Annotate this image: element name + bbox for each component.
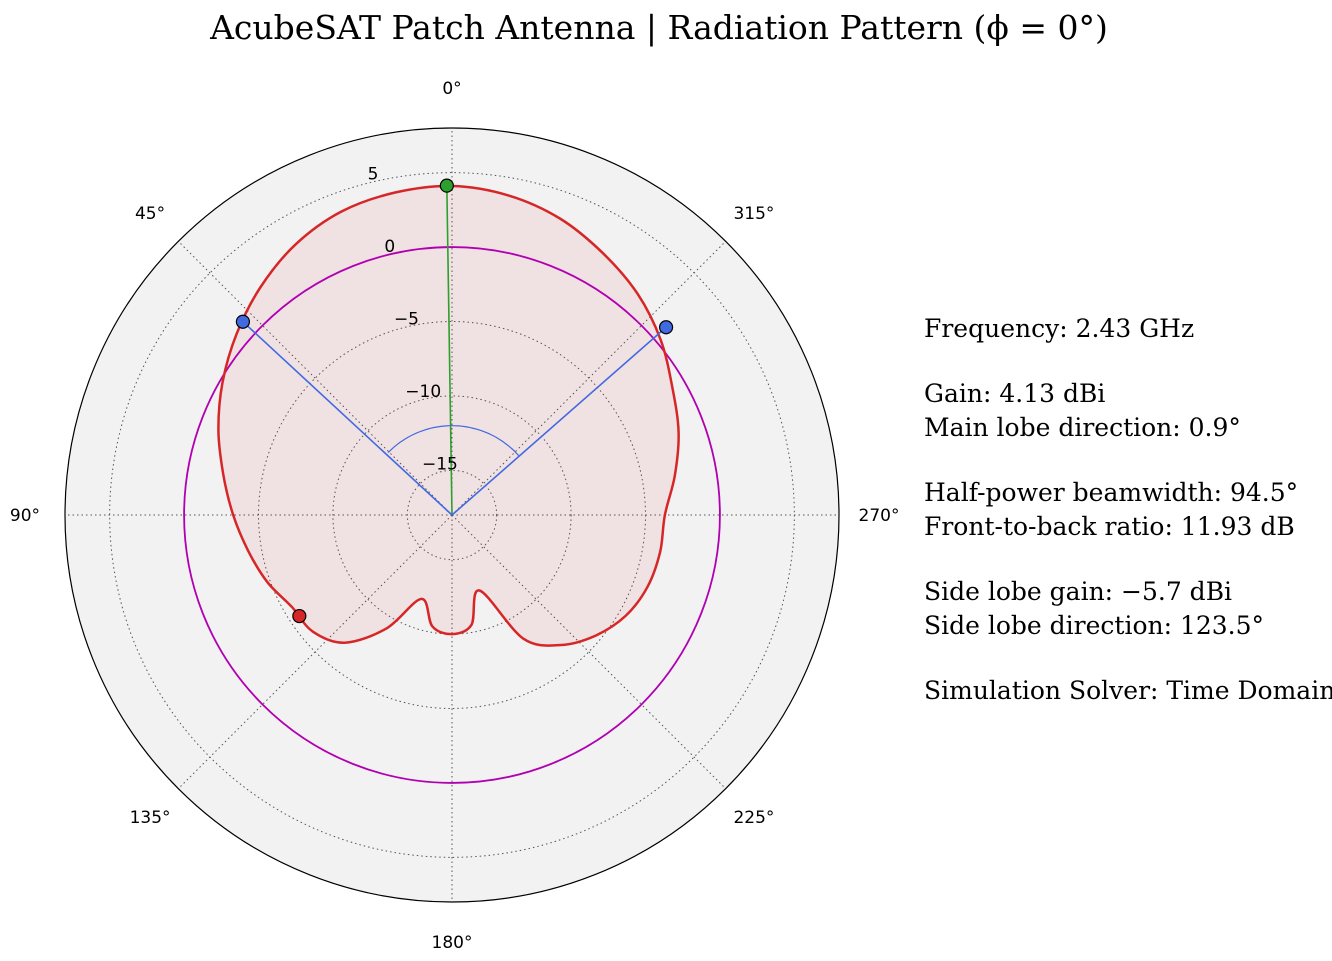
side-lobe-gain-text: Side lobe gain: −5.7 dBi — [924, 577, 1233, 606]
beamwidth-arc — [387, 425, 520, 457]
theta-grid-line — [451, 240, 727, 516]
info-spacer — [924, 445, 1332, 476]
half-power-marker — [235, 314, 251, 329]
gain-text: Gain: 4.13 dBi — [924, 379, 1106, 408]
markers-layer — [235, 178, 674, 624]
theta-tick-label: 90° — [10, 506, 40, 526]
gain-pattern-fill — [218, 185, 679, 646]
theta-tick-label: 45° — [135, 204, 165, 224]
gain-fill-layer — [218, 185, 679, 646]
theta-tick-label: 0° — [442, 79, 461, 99]
main-lobe-text: Main lobe direction: 0.9° — [924, 413, 1241, 442]
tick-labels: 0° 45° 90° 135° 180° 225° 270° 315° −15 −10 −5 0 5 — [10, 79, 900, 953]
half-power-line — [451, 326, 667, 516]
info-panel: Frequency: 2.43 GHz Gain: 4.13 dBi Main … — [924, 312, 1332, 708]
info-spacer — [924, 643, 1332, 674]
theta-grid-line — [451, 514, 727, 790]
reference-circle-0dbi — [183, 246, 721, 784]
chart-title: AcubeSAT Patch Antenna | Radiation Patte… — [210, 8, 1108, 47]
side-lobe-marker — [292, 608, 307, 624]
theta-tick-label: 225° — [733, 808, 774, 828]
reference-layer — [183, 246, 721, 784]
fbr-text: Front-to-back ratio: 11.93 dB — [924, 512, 1295, 541]
main-lobe-line — [446, 185, 453, 516]
info-spacer — [924, 346, 1332, 377]
theta-tick-label: 180° — [432, 933, 473, 953]
r-grid-circle — [406, 469, 498, 561]
half-power-line — [242, 321, 453, 516]
theta-grid-line — [177, 240, 453, 516]
hpbw-text: Half-power beamwidth: 94.5° — [924, 478, 1299, 507]
info-spacer — [924, 544, 1332, 575]
half-power-marker — [658, 320, 674, 335]
frequency-text: Frequency: 2.43 GHz — [924, 314, 1195, 343]
r-tick-label: −10 — [405, 382, 441, 402]
beam-lines-layer — [242, 185, 667, 516]
theta-tick-label: 270° — [859, 506, 900, 526]
theta-tick-label: 315° — [733, 204, 774, 224]
theta-tick-label: 135° — [130, 808, 171, 828]
r-grid-circle — [332, 395, 572, 635]
solver-text: Simulation Solver: Time Domain — [924, 676, 1332, 705]
side-lobe-direction-text: Side lobe direction: 123.5° — [924, 611, 1265, 640]
gain-pattern-line — [217, 184, 680, 647]
theta-grid-line — [177, 514, 453, 790]
polar-outer-frame — [64, 127, 840, 903]
r-tick-label: 5 — [368, 164, 379, 184]
main-lobe-marker — [439, 178, 454, 193]
pattern-layer — [217, 184, 680, 647]
r-tick-label: 0 — [384, 237, 395, 257]
r-tick-label: −15 — [422, 454, 458, 474]
r-tick-label: −5 — [394, 309, 419, 329]
